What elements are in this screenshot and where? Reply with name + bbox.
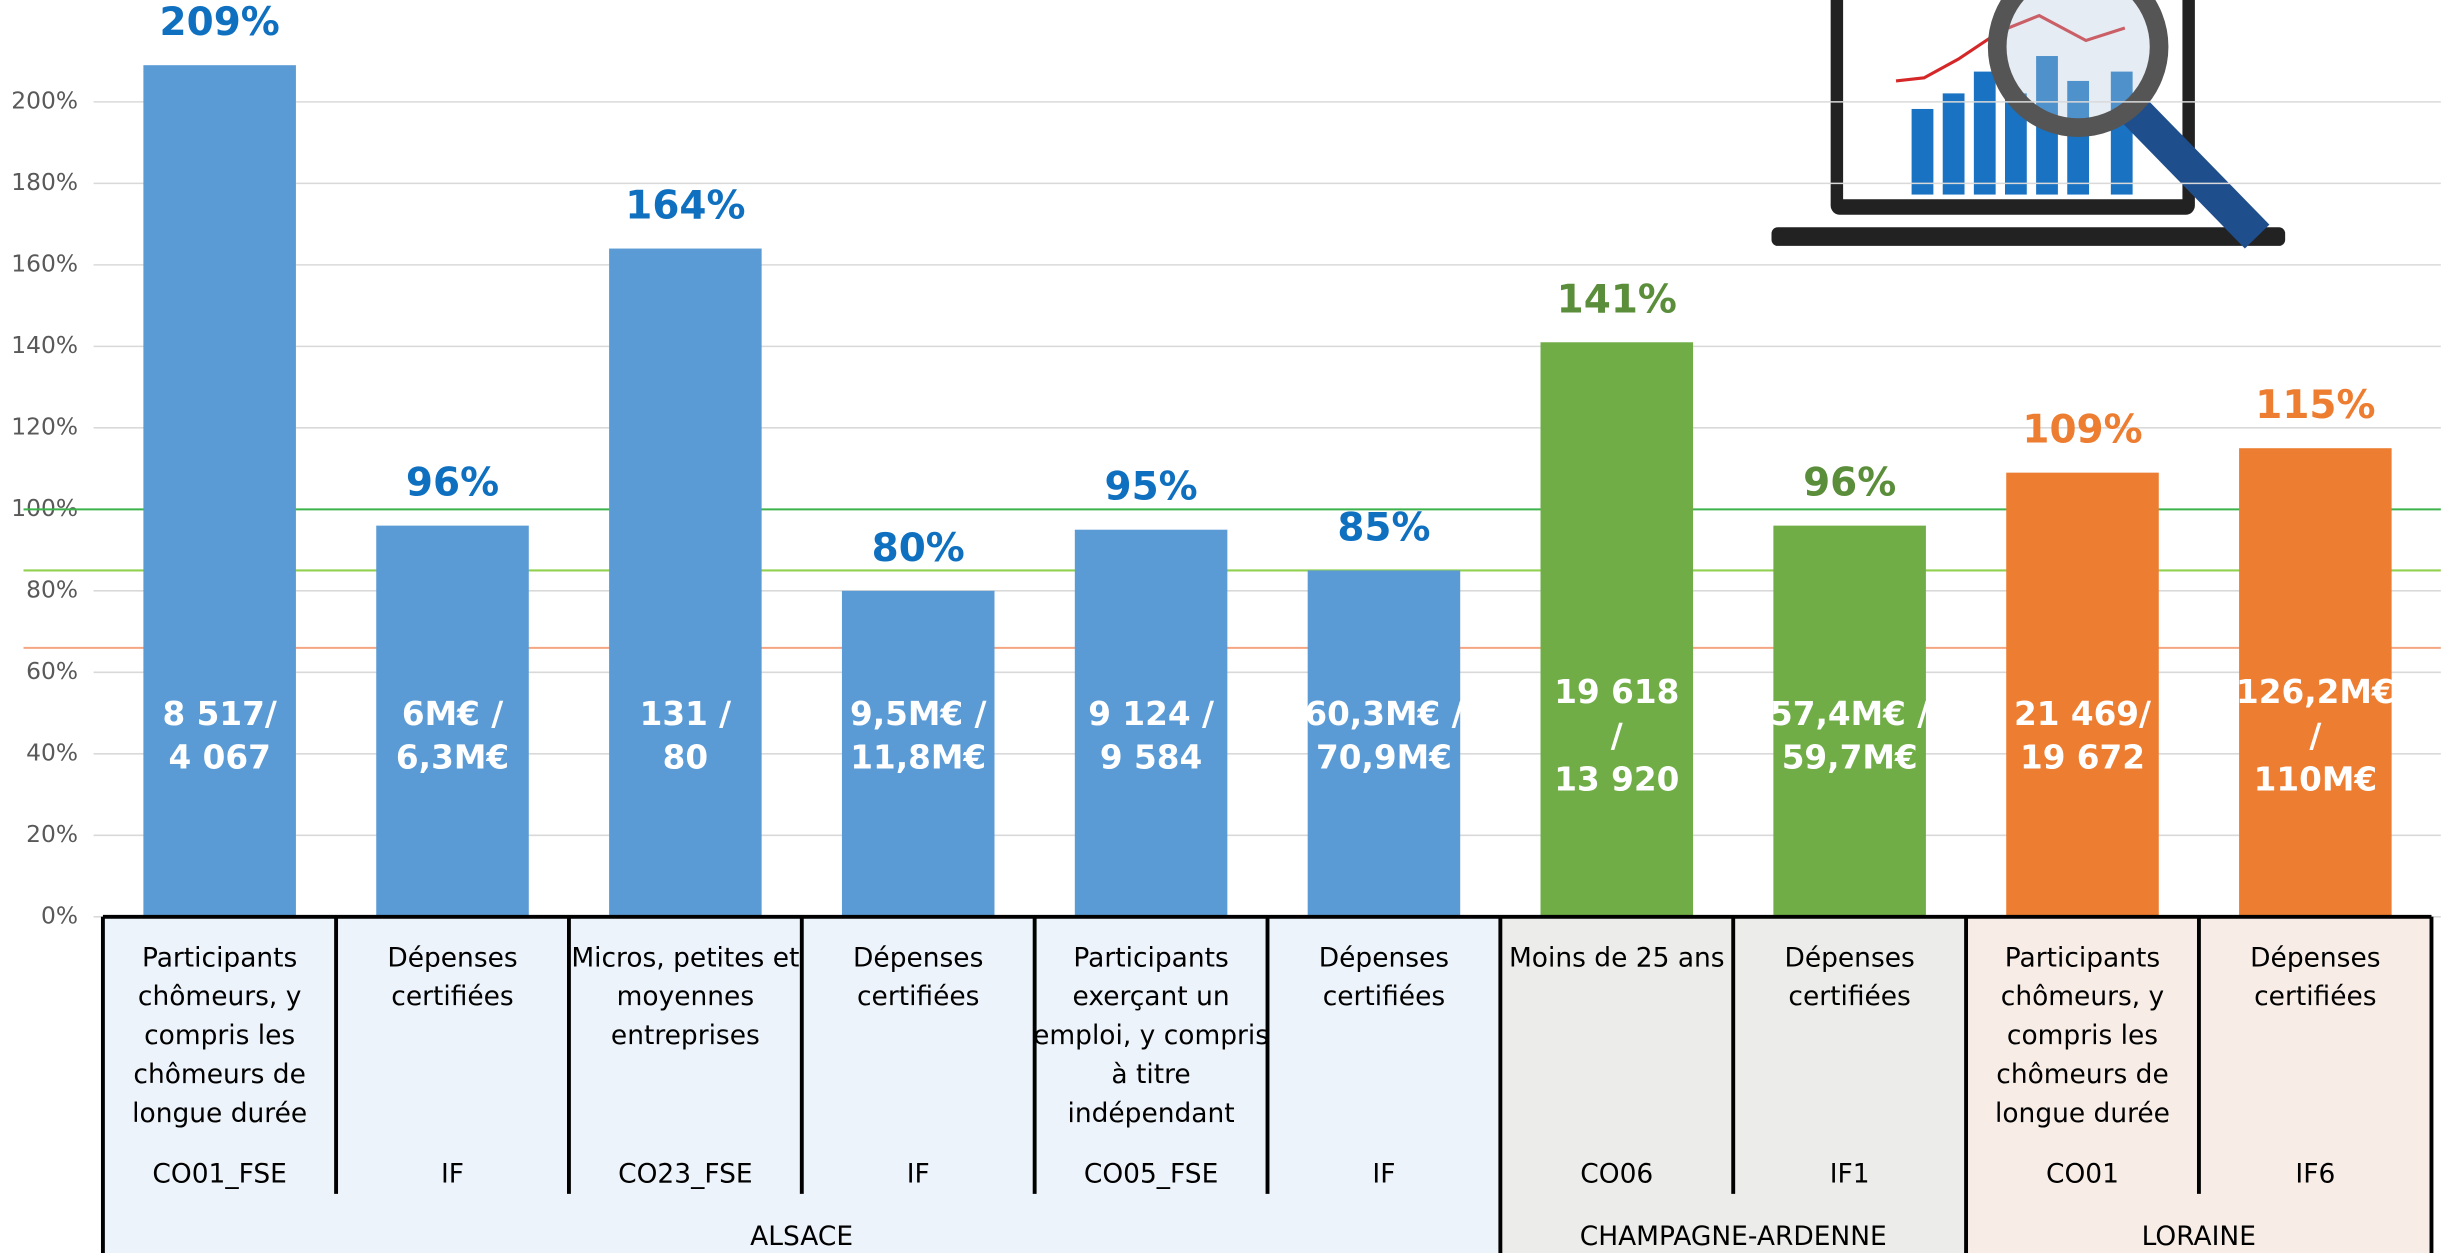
category-label: longue durée bbox=[1995, 1098, 2170, 1129]
group-label: LORAINE bbox=[2142, 1221, 2256, 1252]
y-tick-label: 80% bbox=[26, 575, 78, 603]
bar bbox=[609, 248, 762, 917]
category-label: Participants bbox=[2005, 942, 2160, 973]
bar bbox=[2239, 448, 2392, 917]
inner-label: / bbox=[2309, 717, 2321, 755]
category-label: compris les bbox=[144, 1020, 295, 1051]
y-tick-label: 40% bbox=[26, 738, 78, 766]
code-label: CO01 bbox=[2046, 1159, 2119, 1190]
inner-label: 131 / bbox=[640, 695, 732, 733]
inner-label: 80 bbox=[663, 739, 708, 777]
category-label: Dépenses bbox=[2250, 942, 2380, 973]
code-label: IF6 bbox=[2295, 1159, 2335, 1190]
category-label: à titre bbox=[1111, 1059, 1190, 1090]
inner-label: 9 584 bbox=[1100, 739, 1202, 777]
inner-label: 21 469/ bbox=[2014, 695, 2151, 733]
category-label: chômeurs de bbox=[133, 1059, 305, 1090]
category-label: certifiées bbox=[2254, 981, 2376, 1012]
bar bbox=[1074, 529, 1228, 917]
inner-label: 11,8M€ bbox=[850, 739, 986, 777]
value-label: 95% bbox=[1105, 465, 1198, 510]
inner-label: 19 672 bbox=[2020, 739, 2145, 777]
code-label: IF bbox=[441, 1159, 464, 1190]
bar bbox=[1307, 570, 1461, 917]
value-label: 96% bbox=[406, 461, 499, 506]
category-label: Participants bbox=[1073, 942, 1228, 973]
category-label: compris les bbox=[2007, 1020, 2158, 1051]
inner-label: 59,7M€ bbox=[1782, 739, 1918, 777]
decorative-icon bbox=[1771, 0, 2286, 249]
inner-label: 6,3M€ bbox=[396, 739, 509, 777]
bar bbox=[143, 65, 296, 917]
inner-label: 9,5M€ / bbox=[850, 695, 986, 733]
inner-label: 126,2M€ bbox=[2236, 673, 2395, 711]
bar bbox=[1773, 525, 1926, 917]
category-label: Dépenses bbox=[1319, 942, 1449, 973]
inner-label: 6M€ / bbox=[402, 695, 503, 733]
bar bbox=[2006, 472, 2159, 917]
inner-label: 60,3M€ / bbox=[1304, 695, 1463, 733]
category-label: chômeurs, y bbox=[2001, 981, 2164, 1012]
category-label: indépendant bbox=[1068, 1098, 1235, 1129]
code-label: CO06 bbox=[1580, 1159, 1653, 1190]
value-label: 115% bbox=[2255, 383, 2375, 428]
value-label: 141% bbox=[1557, 277, 1677, 322]
category-label: emploi, y compris bbox=[1033, 1020, 1269, 1051]
y-tick-label: 200% bbox=[11, 86, 78, 114]
inner-label: / bbox=[1611, 717, 1623, 755]
inner-label: 110M€ bbox=[2254, 760, 2377, 798]
category-label: chômeurs de bbox=[1996, 1059, 2168, 1090]
code-label: IF bbox=[1372, 1159, 1395, 1190]
y-tick-label: 160% bbox=[11, 249, 78, 277]
category-label: Micros, petites et bbox=[571, 942, 799, 973]
category-label: Participants bbox=[142, 942, 297, 973]
category-label: moyennes bbox=[617, 981, 754, 1012]
value-label: 109% bbox=[2022, 408, 2142, 453]
inner-label: 9 124 / bbox=[1088, 695, 1214, 733]
y-tick-label: 60% bbox=[26, 657, 78, 685]
category-label: certifiées bbox=[391, 981, 513, 1012]
category-label: certifiées bbox=[1323, 981, 1445, 1012]
category-label: Dépenses bbox=[853, 942, 983, 973]
category-label: exerçant un bbox=[1073, 981, 1230, 1012]
category-label: Moins de 25 ans bbox=[1509, 942, 1725, 973]
category-label: certifiées bbox=[1788, 981, 1910, 1012]
bar bbox=[1540, 342, 1694, 917]
group-label: ALSACE bbox=[750, 1221, 853, 1252]
bar bbox=[841, 590, 995, 917]
value-label: 164% bbox=[625, 184, 745, 229]
category-label: entreprises bbox=[611, 1020, 760, 1051]
group-label: CHAMPAGNE-ARDENNE bbox=[1580, 1221, 1887, 1252]
category-label: Dépenses bbox=[1784, 942, 1914, 973]
y-tick-label: 140% bbox=[11, 331, 78, 359]
value-label: 85% bbox=[1337, 505, 1430, 550]
code-label: IF1 bbox=[1830, 1159, 1870, 1190]
inner-label: 19 618 bbox=[1554, 673, 1679, 711]
y-tick-label: 180% bbox=[11, 168, 78, 196]
category-label: certifiées bbox=[857, 981, 979, 1012]
value-label: 209% bbox=[160, 0, 280, 45]
y-tick-label: 0% bbox=[41, 901, 78, 929]
code-label: IF bbox=[907, 1159, 930, 1190]
value-label: 80% bbox=[872, 526, 965, 571]
inner-label: 57,4M€ / bbox=[1770, 695, 1929, 733]
category-label: Dépenses bbox=[387, 942, 517, 973]
inner-label: 70,9M€ bbox=[1316, 739, 1452, 777]
code-label: CO01_FSE bbox=[152, 1159, 286, 1190]
y-tick-label: 100% bbox=[11, 494, 78, 522]
code-label: CO23_FSE bbox=[618, 1159, 752, 1190]
category-label: chômeurs, y bbox=[138, 981, 301, 1012]
category-label: longue durée bbox=[132, 1098, 307, 1129]
bar bbox=[376, 525, 529, 917]
y-tick-label: 120% bbox=[11, 412, 78, 440]
value-label: 96% bbox=[1803, 461, 1896, 506]
inner-label: 8 517/ bbox=[163, 695, 277, 733]
y-tick-label: 20% bbox=[26, 820, 78, 848]
inner-label: 13 920 bbox=[1554, 760, 1679, 798]
code-label: CO05_FSE bbox=[1084, 1159, 1218, 1190]
inner-label: 4 067 bbox=[169, 739, 271, 777]
